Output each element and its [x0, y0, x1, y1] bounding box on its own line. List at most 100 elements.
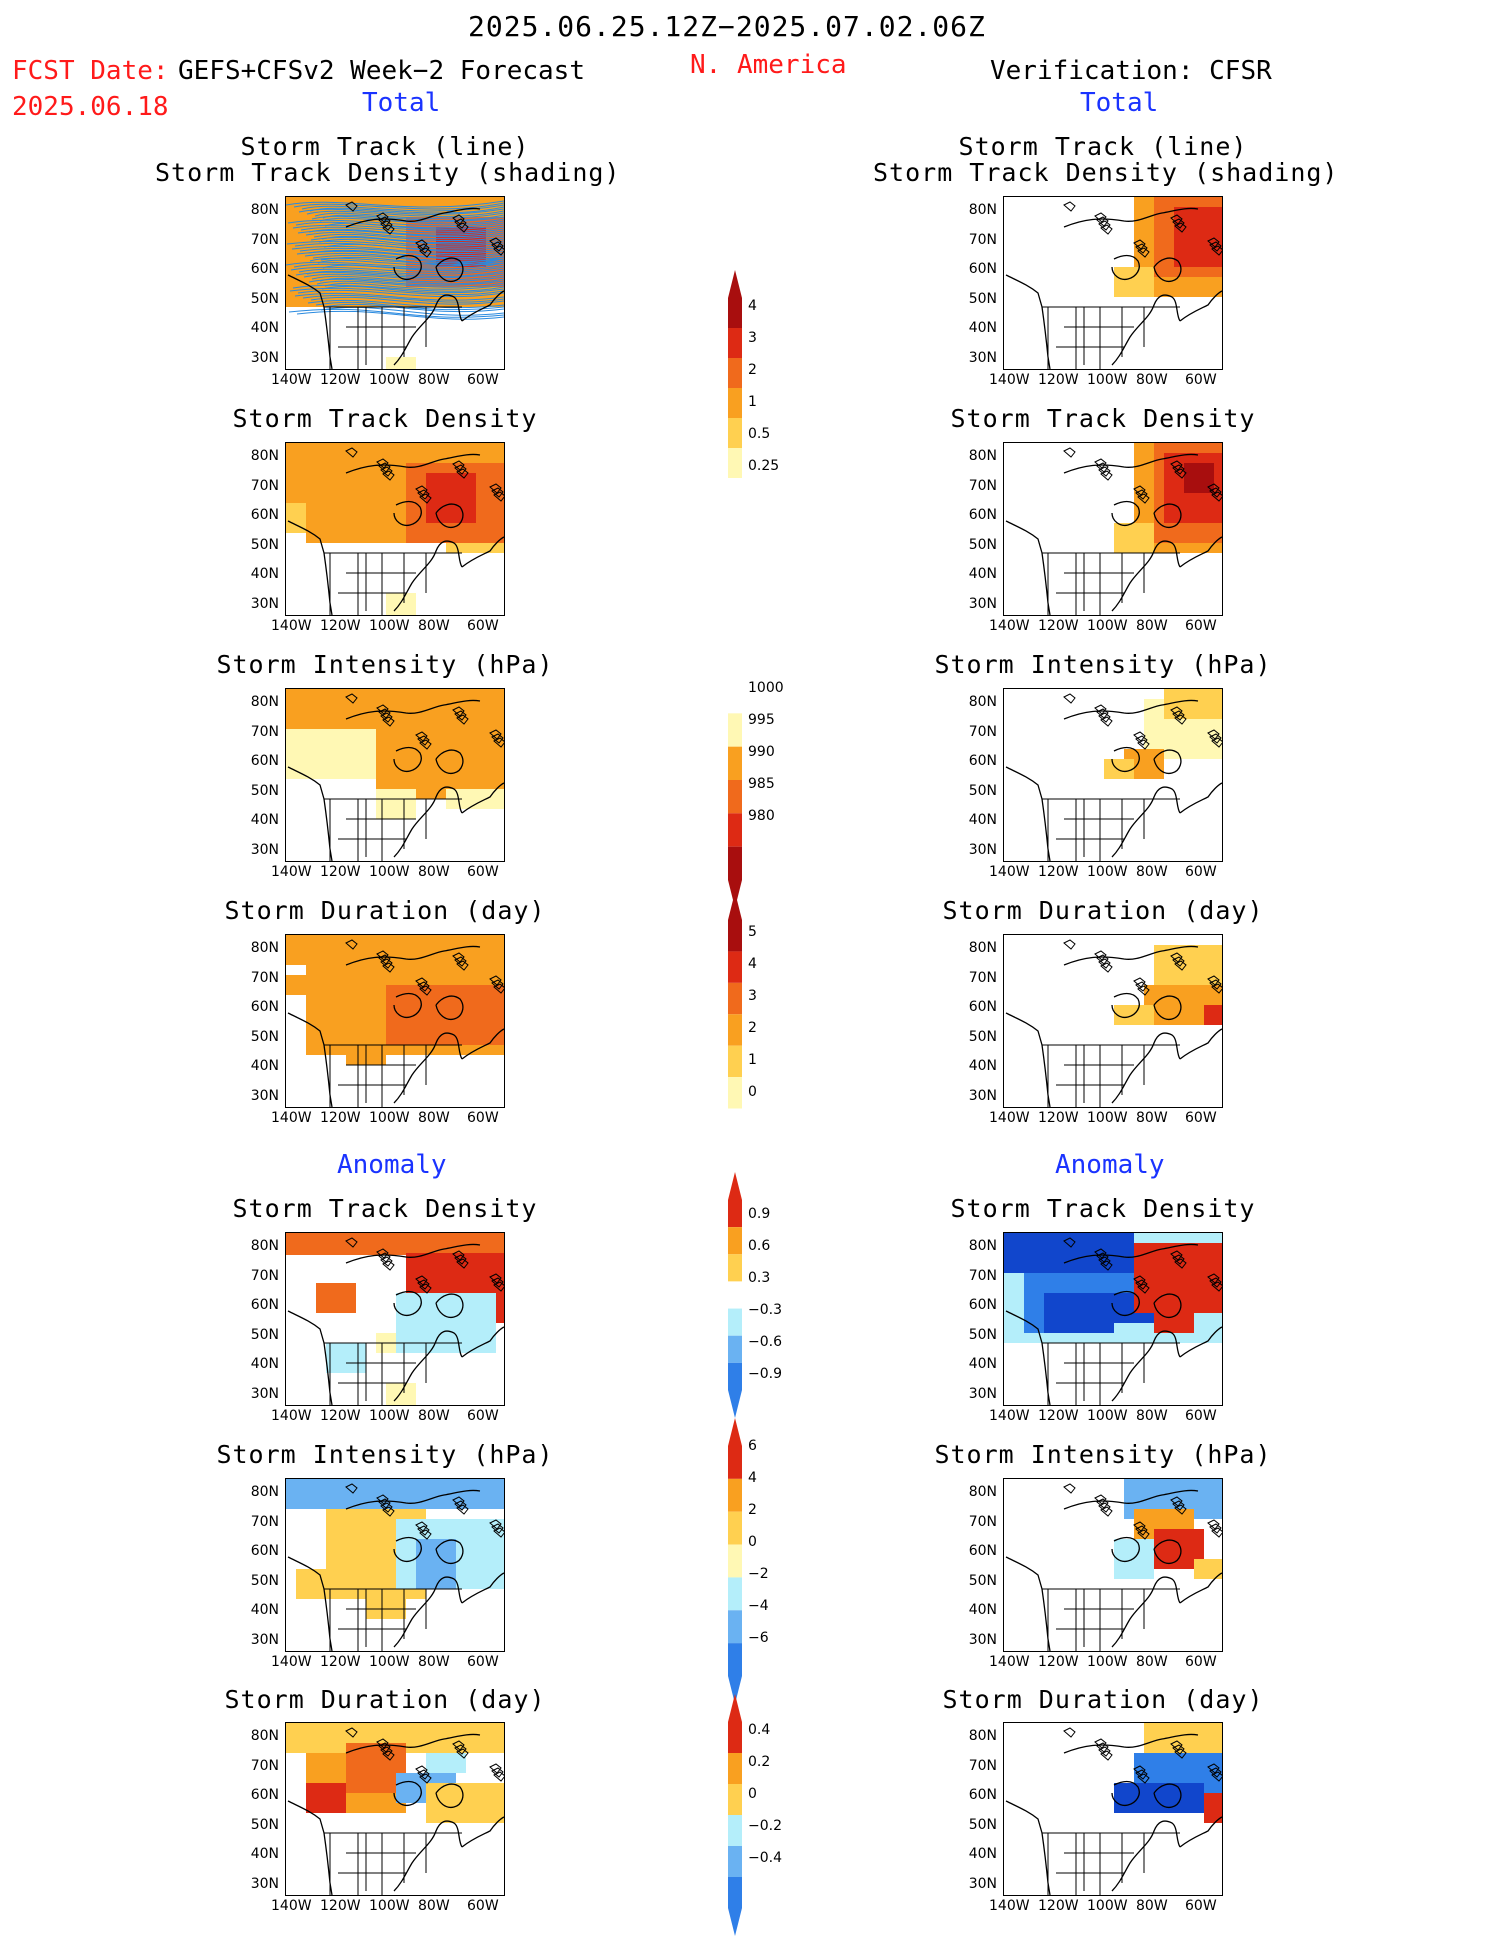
- map-canvas: [1005, 1479, 1222, 1651]
- lon-tick-label: 100W: [1087, 618, 1128, 634]
- lon-tick-label: 80W: [418, 618, 450, 634]
- colorbar-segment: [728, 1227, 742, 1255]
- colorbar-segment: [728, 1045, 742, 1078]
- state-borders: [1042, 1044, 1180, 1107]
- lat-tick-label: 30N: [968, 1631, 997, 1648]
- colorbar-tick-label: 5: [748, 924, 757, 940]
- island-outline: [493, 1281, 504, 1292]
- lat-tick-label: 60N: [968, 1297, 997, 1313]
- lon-tick-label: 80W: [1136, 618, 1168, 634]
- shade-cell: [1114, 1005, 1154, 1025]
- storm-track-line: [312, 254, 504, 264]
- island-outline: [417, 489, 430, 500]
- lon-tick-label: 60W: [1185, 1898, 1217, 1914]
- shade-cell: [386, 1383, 416, 1405]
- lon-tick-label: 100W: [369, 1110, 410, 1126]
- island-outline: [1209, 241, 1222, 252]
- lat-tick-label: 80N: [250, 202, 279, 218]
- lat-tick-label: 40N: [968, 1846, 997, 1862]
- lon-tick-label: 120W: [320, 372, 361, 388]
- lat-tick-label: 70N: [968, 1757, 997, 1774]
- colorbar-tick-label: 0.5: [748, 426, 771, 442]
- lat-tick-label: 50N: [968, 290, 997, 307]
- island-outline: [419, 739, 432, 750]
- colorbar-tick-label: 2: [748, 1020, 757, 1036]
- model-label: GEFS+CFSv2 Week−2 Forecast: [178, 56, 585, 86]
- lat-tick-label: 40N: [250, 1058, 279, 1074]
- lon-tick-label: 80W: [418, 1898, 450, 1914]
- lat-tick-label: 60N: [250, 261, 279, 277]
- colorbar-tick-label: 0: [748, 1084, 757, 1100]
- lon-tick-label: 100W: [369, 1408, 410, 1424]
- lat-tick-label: 60N: [968, 753, 997, 769]
- lat-tick-label: 60N: [968, 1543, 997, 1559]
- colorbar-tick-label: 0.4: [748, 1722, 771, 1738]
- island-outline: [456, 960, 469, 971]
- lon-tick-label: 120W: [1038, 1898, 1079, 1914]
- lat-tick-label: 60N: [968, 261, 997, 277]
- colorbar-segment: [728, 478, 742, 508]
- island-outline: [1098, 712, 1111, 723]
- island-outline: [456, 1748, 469, 1759]
- map-canvas: [286, 1479, 504, 1651]
- storm-track-line: [296, 310, 504, 320]
- island-outline: [1170, 460, 1183, 471]
- map-canvas: [1005, 1723, 1222, 1895]
- island-outline: [382, 224, 395, 235]
- island-outline: [1100, 962, 1113, 973]
- storm-track-line: [324, 282, 504, 290]
- island-outline: [380, 466, 393, 477]
- colorbar-cap: [728, 508, 742, 536]
- map-panel-l4: [285, 934, 505, 1108]
- island-outline: [1133, 1521, 1146, 1532]
- panel-title-track-shading-l: Storm Track Density (shading): [155, 158, 621, 187]
- colorbar-cap: [728, 1390, 742, 1418]
- lat-tick-label: 60N: [250, 1787, 279, 1803]
- lon-tick-label: 140W: [271, 372, 312, 388]
- panel-title-density-anom-l: Storm Track Density: [232, 1194, 538, 1223]
- shade-cell: [286, 503, 306, 533]
- colorbar-tick-label: 990: [748, 744, 775, 760]
- island-outline: [1137, 985, 1150, 996]
- shade-cell: [286, 975, 306, 995]
- storm-track-line: [293, 202, 504, 210]
- lon-tick-label: 140W: [271, 1110, 312, 1126]
- shade-cell: [316, 1283, 356, 1313]
- island-outline: [493, 1527, 504, 1538]
- island-outline: [380, 712, 393, 723]
- island-outline: [493, 1771, 504, 1782]
- lat-tick-label: 40N: [250, 1356, 279, 1372]
- shade-cell: [306, 1783, 346, 1813]
- island-outline: [378, 1742, 391, 1753]
- island-outline: [491, 1523, 504, 1534]
- state-borders: [324, 1588, 462, 1651]
- island-outline: [1133, 977, 1146, 988]
- storm-track-line: [302, 294, 504, 303]
- panel-title-duration-l: Storm Duration (day): [224, 896, 546, 925]
- lat-tick-label: 80N: [250, 1484, 279, 1500]
- island-outline: [378, 1252, 391, 1263]
- island-outline: [1170, 952, 1183, 963]
- colorbar-segment: [728, 1308, 742, 1336]
- colorbar-duration-anom: [728, 1694, 742, 1936]
- storm-track-line: [319, 277, 504, 285]
- map-canvas: [1005, 689, 1222, 861]
- shade-cell: [286, 729, 376, 779]
- colorbar-tick-label: −6: [748, 1630, 769, 1646]
- island-outline: [1172, 710, 1185, 721]
- island-outline: [345, 201, 358, 212]
- island-outline: [456, 468, 469, 479]
- lat-tick-label: 60N: [250, 1297, 279, 1313]
- shade-cell: [1134, 1243, 1222, 1313]
- island-outline: [1172, 1500, 1185, 1511]
- storm-track-line: [313, 233, 504, 242]
- island-outline: [1209, 733, 1222, 744]
- shade-cell: [376, 789, 416, 819]
- island-outline: [382, 1260, 395, 1271]
- shade-cell: [286, 1233, 504, 1255]
- lon-tick-label: 100W: [1087, 1408, 1128, 1424]
- map-canvas: [1004, 1233, 1222, 1405]
- island-outline: [452, 706, 465, 717]
- island-outline: [1170, 1250, 1183, 1261]
- colorbar-cap: [728, 1418, 742, 1446]
